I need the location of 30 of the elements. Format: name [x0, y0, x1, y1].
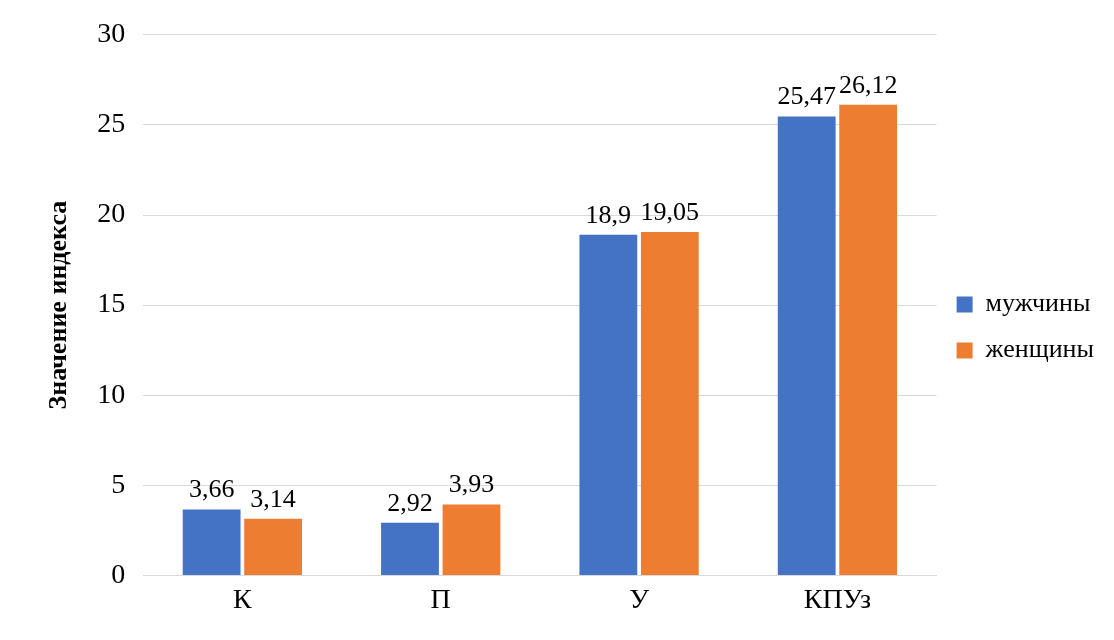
- data-label: 25,47: [777, 81, 836, 111]
- bar: [381, 522, 439, 575]
- data-label: 3,93: [448, 469, 495, 499]
- legend-label: мужчины: [985, 288, 1091, 318]
- data-label: 3,66: [188, 474, 235, 504]
- bar: [839, 104, 898, 575]
- data-label: 26,12: [838, 69, 898, 99]
- y-tick-label: 0: [111, 557, 126, 589]
- bar: [777, 116, 836, 575]
- bar: [640, 232, 699, 575]
- data-label: 18,9: [585, 199, 632, 229]
- x-tick-label: К: [233, 582, 253, 614]
- y-axis-title: Значение индекса: [43, 200, 73, 410]
- y-tick-label: 30: [97, 17, 126, 49]
- x-tick-label: КПУз: [803, 582, 872, 614]
- bar: [579, 234, 638, 575]
- bar: [244, 518, 303, 575]
- bar: [442, 504, 501, 575]
- y-tick-label: 5: [111, 467, 126, 499]
- legend-label: женщины: [984, 334, 1095, 364]
- y-tick-label: 25: [97, 107, 126, 139]
- x-tick-label: П: [430, 582, 451, 614]
- data-label: 3,14: [250, 483, 296, 513]
- data-label: 19,05: [640, 196, 700, 226]
- data-label: 2,92: [387, 487, 433, 517]
- bar: [182, 509, 241, 575]
- y-tick-label: 20: [97, 197, 126, 229]
- y-tick-label: 10: [97, 377, 126, 409]
- y-tick-label: 15: [97, 287, 126, 319]
- x-tick-label: У: [629, 582, 650, 614]
